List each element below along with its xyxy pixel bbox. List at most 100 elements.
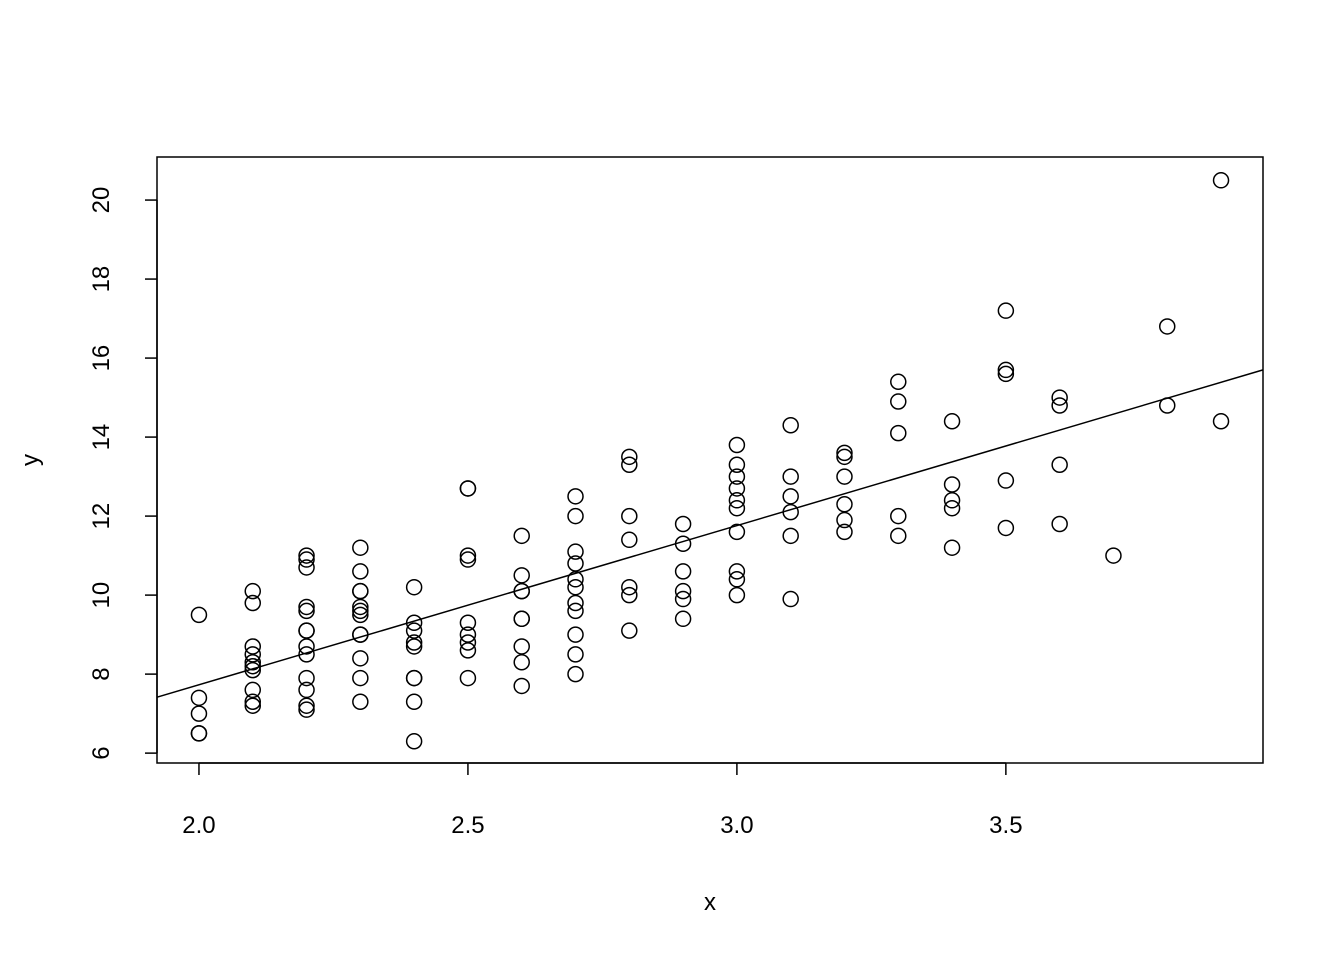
data-point <box>890 393 907 410</box>
y-tick-label: 12 <box>88 503 115 530</box>
data-point <box>244 646 262 663</box>
data-point <box>890 507 907 525</box>
data-point <box>728 586 746 604</box>
data-point <box>1105 547 1122 564</box>
data-point <box>513 654 530 671</box>
data-point <box>567 488 584 505</box>
data-point <box>997 472 1015 489</box>
data-point <box>244 693 262 711</box>
data-point <box>943 499 961 517</box>
data-point <box>405 634 423 651</box>
data-point <box>997 365 1015 383</box>
data-point <box>190 689 208 707</box>
data-point <box>621 578 638 596</box>
data-point <box>459 669 477 687</box>
data-point <box>728 456 746 473</box>
data-point <box>782 590 799 608</box>
data-point <box>352 602 369 620</box>
data-point <box>513 610 530 628</box>
data-point <box>352 606 369 624</box>
data-point <box>943 539 961 556</box>
data-point <box>352 626 369 643</box>
data-point <box>244 681 262 699</box>
data-point <box>997 361 1015 379</box>
data-point <box>728 480 746 497</box>
data-point <box>1051 456 1068 473</box>
data-point <box>298 669 315 687</box>
data-point <box>890 527 907 545</box>
data-point <box>352 539 369 556</box>
data-point <box>459 480 477 497</box>
y-axis: 6 8 10 12 14 16 18 20 <box>88 187 158 760</box>
data-point <box>621 507 638 525</box>
data-point <box>674 610 692 628</box>
data-point <box>352 563 369 580</box>
data-point <box>890 424 907 442</box>
data-point <box>298 697 315 714</box>
data-point <box>782 488 799 505</box>
data-point <box>728 563 746 580</box>
data-point <box>567 507 584 525</box>
data-point <box>298 547 315 564</box>
data-point <box>298 598 315 616</box>
data-point <box>405 638 423 655</box>
data-point <box>674 563 692 580</box>
data-point <box>405 693 423 711</box>
data-point <box>1051 397 1068 414</box>
data-point <box>567 555 584 572</box>
y-tick-label: 16 <box>88 345 115 372</box>
data-point <box>244 657 262 675</box>
data-point <box>244 582 262 600</box>
data-point <box>352 582 369 600</box>
data-point <box>621 456 638 473</box>
y-tick-label: 6 <box>88 746 115 759</box>
y-tick-label: 8 <box>88 667 115 680</box>
x-tick-label: 3.5 <box>989 812 1022 839</box>
data-point <box>190 606 208 624</box>
data-point <box>836 511 853 529</box>
data-point <box>190 725 208 742</box>
data-point <box>782 527 799 545</box>
data-point <box>405 733 423 750</box>
points-layer <box>190 172 1230 750</box>
data-point <box>836 448 853 466</box>
data-point <box>190 705 208 722</box>
y-tick-label: 10 <box>88 582 115 609</box>
data-point <box>567 626 584 643</box>
data-point <box>728 436 746 454</box>
x-axis-label: x <box>704 889 716 916</box>
data-point <box>459 614 477 632</box>
x-tick-label: 3.0 <box>720 812 753 839</box>
data-point <box>298 622 315 639</box>
y-axis-label: y <box>17 454 44 466</box>
data-point <box>836 523 853 541</box>
data-point <box>244 654 262 671</box>
data-point <box>405 578 423 596</box>
data-point <box>567 578 584 596</box>
data-point <box>728 571 746 588</box>
data-point <box>728 492 746 509</box>
data-point <box>1051 515 1068 533</box>
data-point <box>621 448 638 466</box>
data-point <box>567 602 584 620</box>
data-point <box>567 543 584 560</box>
data-point <box>298 559 315 576</box>
data-point <box>621 531 638 549</box>
data-point <box>567 571 584 588</box>
data-point <box>943 413 961 430</box>
data-point <box>459 634 477 651</box>
data-point <box>459 642 477 659</box>
data-point <box>1051 389 1068 406</box>
data-point <box>836 468 853 485</box>
data-point <box>513 527 530 545</box>
data-point <box>782 416 799 434</box>
data-point <box>244 697 262 714</box>
data-point <box>674 590 692 608</box>
data-point <box>567 646 584 663</box>
data-point <box>728 468 746 485</box>
data-point <box>943 492 961 509</box>
data-point <box>244 661 262 679</box>
data-point <box>298 646 315 663</box>
data-point <box>1212 413 1230 430</box>
